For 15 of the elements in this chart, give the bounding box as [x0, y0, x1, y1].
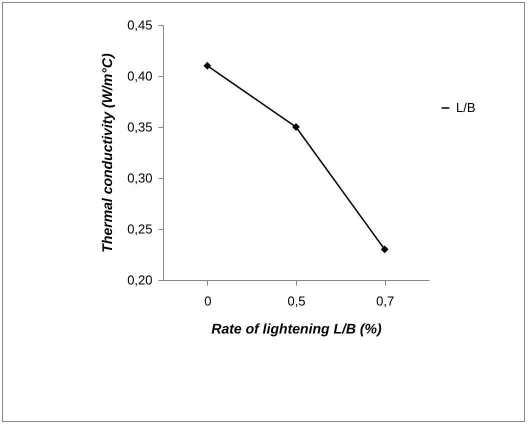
x-tick-label: 0 — [204, 294, 212, 308]
y-tick-label: 0,45 — [127, 18, 152, 32]
y-tick-label: 0,40 — [127, 68, 152, 84]
point — [203, 62, 212, 70]
x-tick-label: 0,7 — [376, 294, 394, 308]
y-tick-label: 0,30 — [127, 170, 152, 186]
x-axis-title: Rate of lightening L/B (%) — [211, 320, 382, 336]
y-tick-label: 0,25 — [127, 222, 152, 236]
y-tick-label: 0,35 — [127, 120, 152, 134]
point — [292, 123, 300, 131]
y-tick-label: 0,20 — [127, 272, 152, 288]
y-axis-title: Thermal conductivity (W/m°C) — [99, 53, 116, 253]
point — [380, 246, 389, 254]
legend-label: L/B — [456, 100, 476, 115]
x-tick-label: 0,5 — [287, 294, 306, 308]
